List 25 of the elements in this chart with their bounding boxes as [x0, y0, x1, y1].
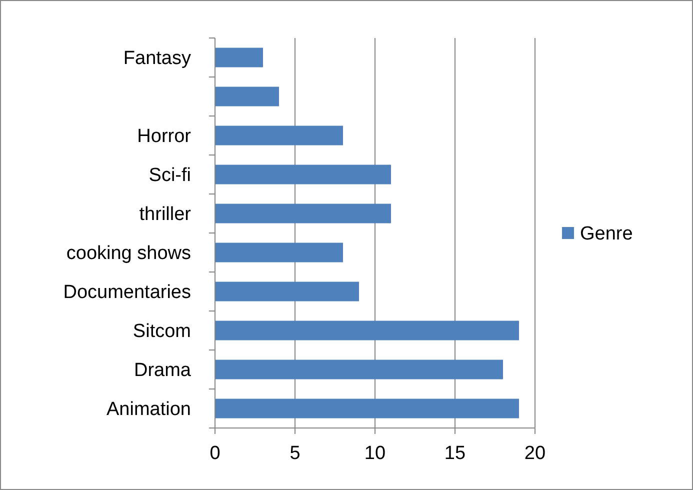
y-tick-label: Documentaries — [63, 282, 191, 304]
x-tick-label: 5 — [290, 443, 300, 464]
y-tick-label: Animation — [106, 399, 191, 420]
bar — [215, 320, 519, 340]
y-tick-label: Sci-fi — [148, 165, 191, 186]
bar — [215, 48, 263, 68]
bar — [215, 398, 519, 418]
legend-label: Genre — [580, 224, 633, 245]
bar — [215, 164, 391, 184]
y-tick-label: cooking shows — [66, 243, 191, 264]
y-tick-label: Drama — [134, 360, 192, 382]
x-tick-label: 0 — [210, 443, 220, 464]
y-tick-label: Sitcom — [132, 321, 191, 342]
x-tick-label: 20 — [524, 443, 546, 464]
y-tick-label: thriller — [139, 204, 192, 226]
bar — [215, 86, 279, 106]
y-tick-label: Fantasy — [123, 48, 192, 70]
bar — [215, 126, 343, 146]
bar — [215, 360, 503, 380]
bar — [215, 204, 391, 224]
bar — [215, 282, 359, 302]
x-tick-label: 15 — [444, 443, 466, 464]
y-tick-label: Horror — [137, 126, 192, 148]
x-tick-label: 10 — [364, 443, 386, 464]
bar — [215, 242, 343, 262]
